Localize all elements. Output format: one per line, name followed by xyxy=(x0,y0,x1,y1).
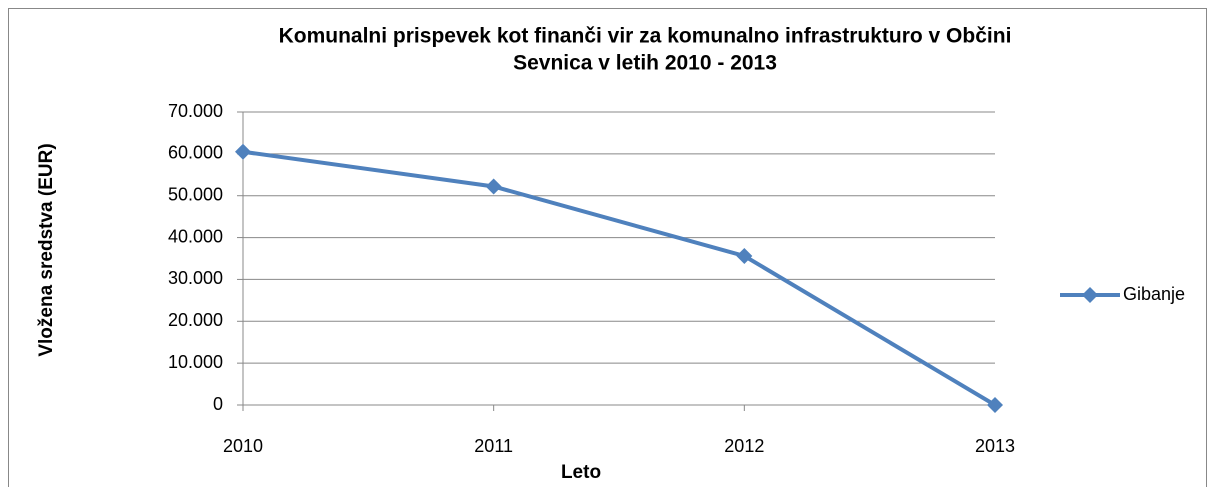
x-tick-label: 2010 xyxy=(223,436,263,456)
y-tick-label: 0 xyxy=(213,394,223,414)
x-tick-label: 2012 xyxy=(724,436,764,456)
chart-frame xyxy=(8,8,1207,487)
y-tick-label: 60.000 xyxy=(168,143,223,163)
chart-title: Komunalni prispevek kot finanči vir za k… xyxy=(279,25,1012,48)
x-tick-label: 2013 xyxy=(975,436,1015,456)
legend-label: Gibanje xyxy=(1123,284,1185,304)
y-tick-label: 10.000 xyxy=(168,352,223,372)
marker xyxy=(736,247,753,264)
marker xyxy=(485,178,502,195)
y-tick-label: 50.000 xyxy=(168,184,223,204)
chart-title: Sevnica v letih 2010 - 2013 xyxy=(513,52,777,75)
x-axis-title: Leto xyxy=(561,462,601,483)
marker xyxy=(987,397,1003,413)
y-tick-label: 40.000 xyxy=(168,226,223,246)
y-axis-title: Vložena sredstva (EUR) xyxy=(36,143,57,356)
marker xyxy=(235,143,251,160)
y-tick-label: 30.000 xyxy=(168,268,223,288)
legend-marker xyxy=(1082,287,1098,303)
y-tick-label: 70.000 xyxy=(168,101,223,121)
series-line xyxy=(242,149,997,407)
y-tick-label: 20.000 xyxy=(168,310,223,330)
x-tick-label: 2011 xyxy=(474,436,513,456)
